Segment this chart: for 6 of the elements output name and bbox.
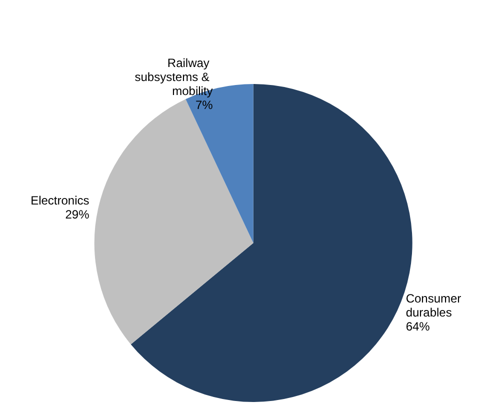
data-label: 7% (195, 98, 214, 112)
data-label: 64% (406, 319, 430, 334)
slice-label: Electronics (30, 193, 90, 208)
slice-label: Railway subsystems & mobility (134, 56, 213, 98)
data-label: 29% (65, 207, 90, 222)
slice-label: Consumer durables (406, 291, 465, 320)
